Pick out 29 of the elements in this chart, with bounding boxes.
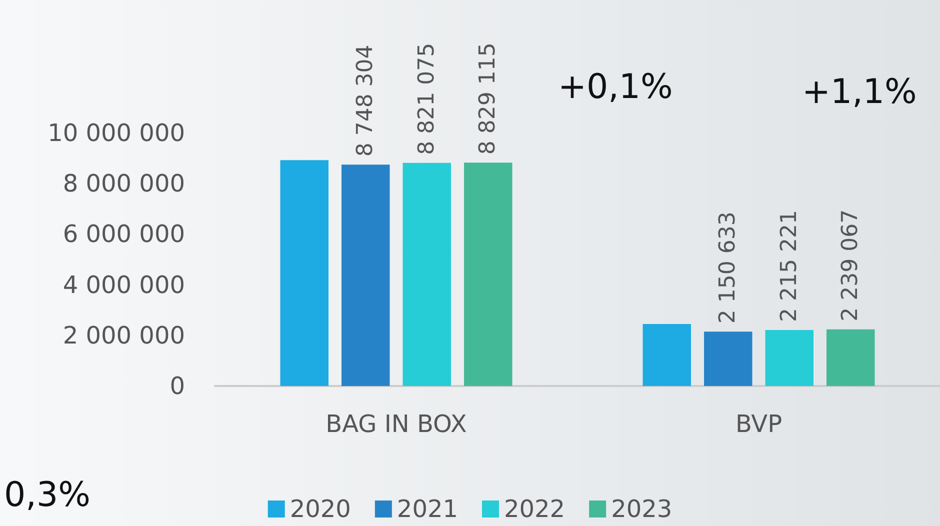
data-label: 2 150 633	[716, 212, 741, 324]
y-tick-label: 8 000 000	[62, 170, 185, 198]
text: +0,1%	[558, 67, 673, 107]
data-label: 8 748 304	[353, 44, 378, 157]
bar	[342, 164, 390, 386]
data-label: 2 239 067	[838, 209, 864, 322]
x-tick-label: BAG IN BOX	[326, 410, 467, 438]
legend-label: 2023	[611, 495, 672, 523]
x-tick-label: BVP	[735, 410, 782, 438]
bar	[402, 162, 451, 386]
legend-label: 2021	[396, 495, 458, 523]
y-tick-label: 4 000 000	[62, 270, 185, 299]
data-label: 8 821 075	[414, 42, 440, 155]
legend-label: 2022	[504, 495, 566, 523]
y-tick-label: 0	[170, 372, 185, 400]
bar	[280, 160, 328, 386]
data-label: 8 829 115	[476, 42, 501, 155]
bar	[826, 329, 875, 386]
text: 0,3%	[4, 475, 90, 515]
legend-label: 2020	[290, 495, 351, 523]
bar	[765, 330, 814, 386]
y-tick-label: 6 000 000	[62, 220, 185, 248]
bar	[464, 162, 512, 386]
text: +1,1%	[802, 72, 917, 112]
data-label: 2 215 221	[776, 210, 802, 322]
bar	[642, 324, 691, 386]
y-tick-label: 10 000 000	[48, 119, 185, 147]
bar	[704, 332, 752, 386]
y-tick-label: 2 000 000	[62, 321, 185, 350]
